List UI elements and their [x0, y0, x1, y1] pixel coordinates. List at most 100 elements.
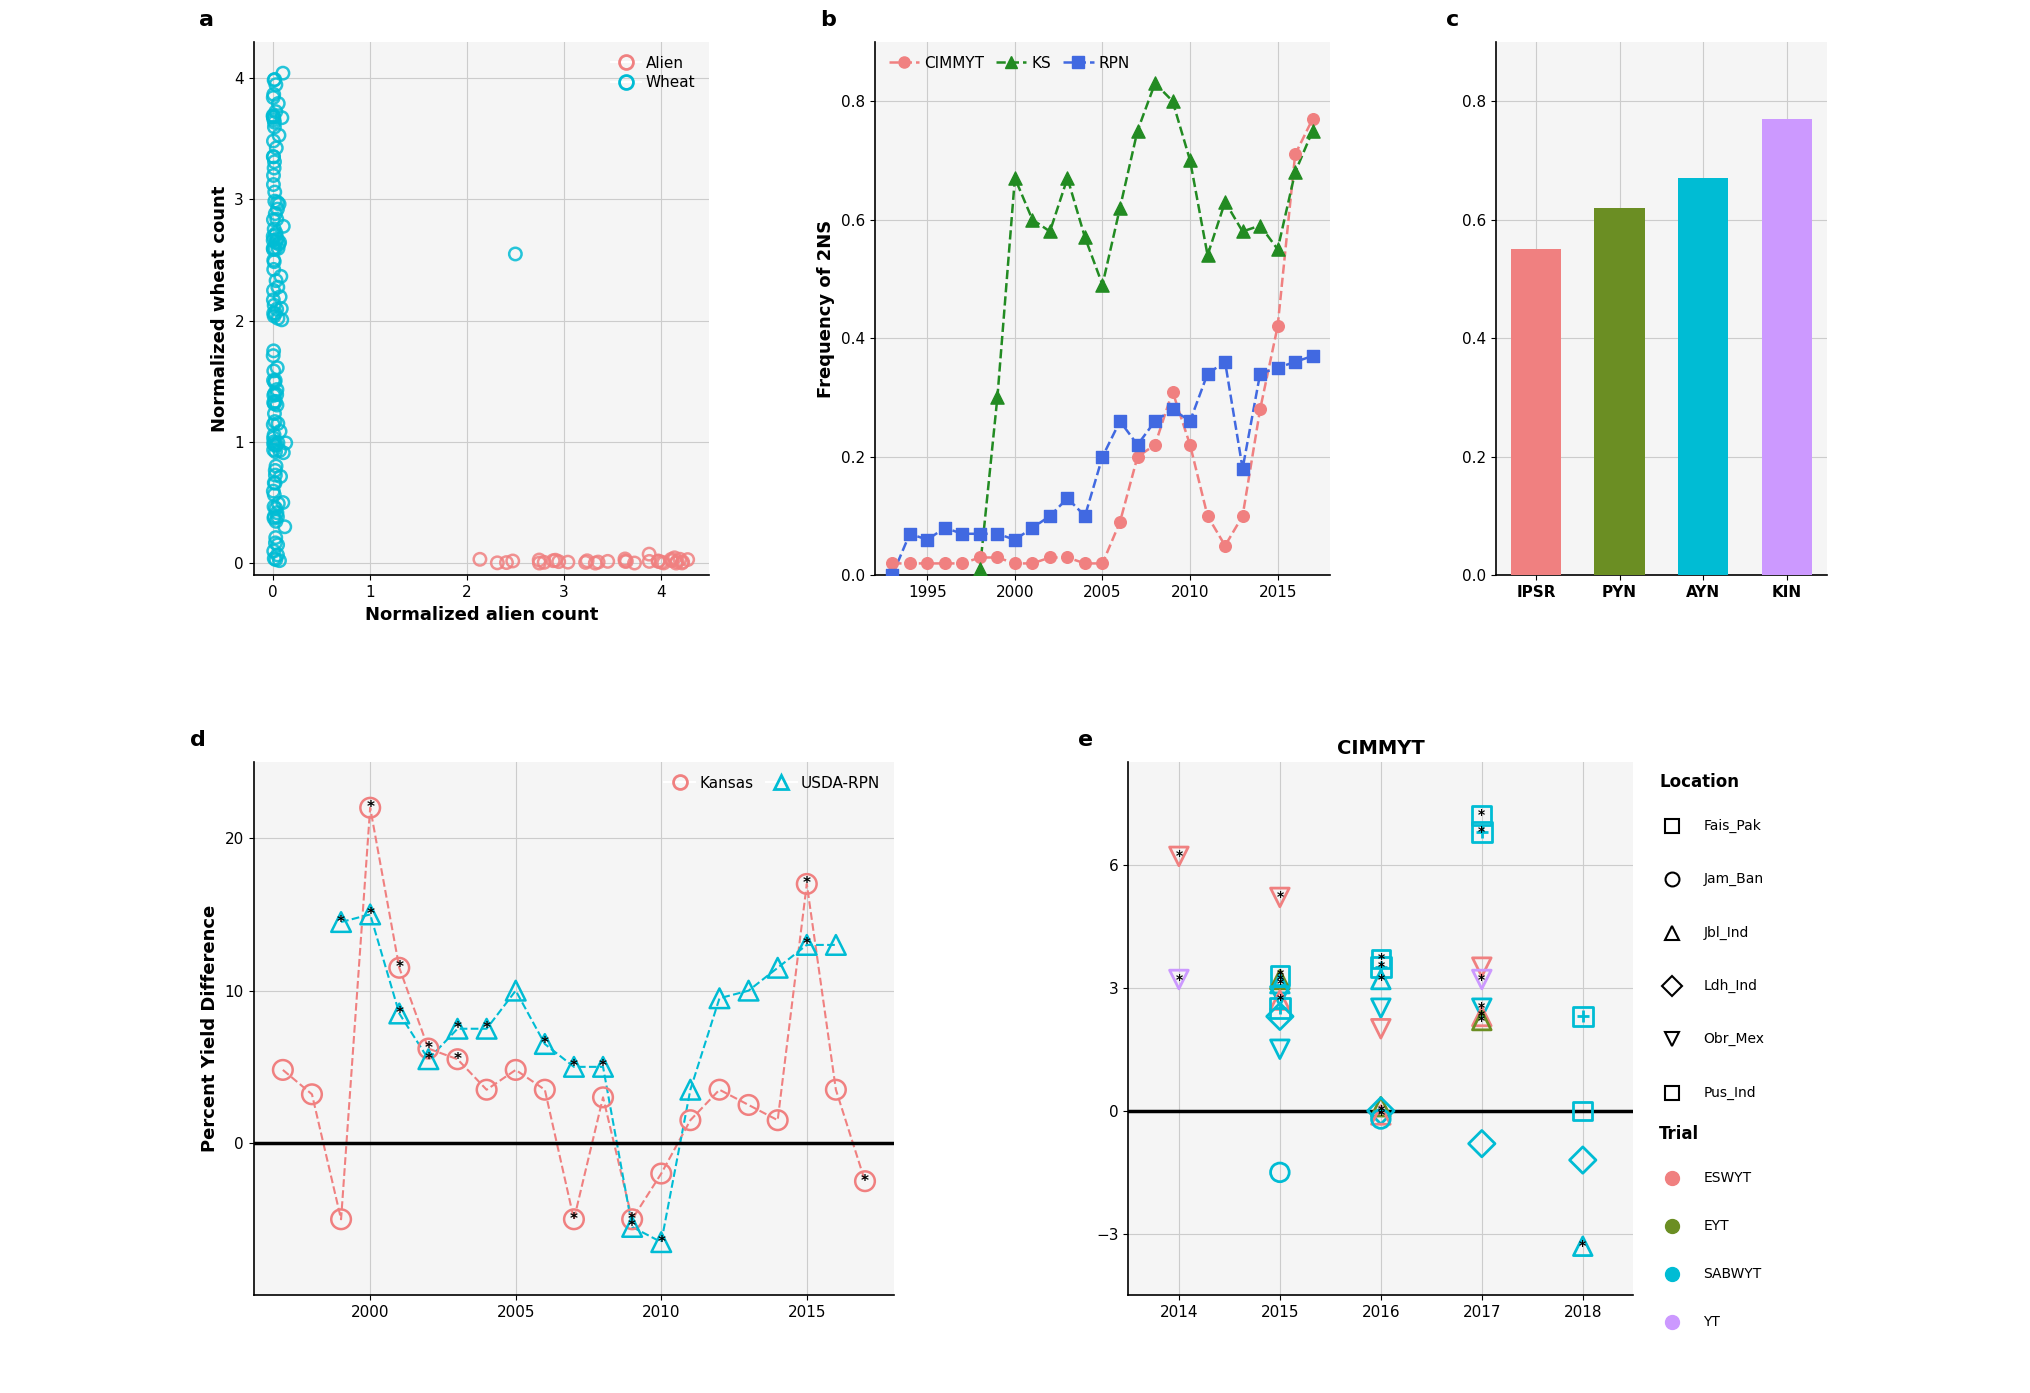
Point — [471, 1018, 503, 1041]
Point — [790, 933, 822, 956]
Point — [260, 501, 292, 524]
Point — [266, 63, 298, 85]
Point — [558, 1056, 591, 1078]
Text: *: * — [1376, 972, 1384, 986]
Y-axis label: Percent Yield Difference: Percent Yield Difference — [201, 905, 219, 1152]
Point — [258, 279, 290, 301]
Point — [258, 68, 290, 91]
Point — [264, 286, 296, 308]
Point — [591, 550, 623, 573]
Point — [258, 116, 290, 138]
Point — [1466, 997, 1498, 1020]
Point — [1163, 968, 1196, 990]
Legend: Alien, Wheat: Alien, Wheat — [605, 49, 702, 96]
Point — [258, 439, 290, 461]
Legend: CIMMYT, KS, RPN: CIMMYT, KS, RPN — [883, 49, 1135, 77]
Text: c: c — [1445, 10, 1460, 29]
Text: *: * — [337, 915, 345, 929]
Point — [1192, 504, 1224, 527]
Point — [258, 84, 290, 106]
Point — [674, 1109, 706, 1131]
Point — [441, 1048, 473, 1070]
Point — [1567, 1006, 1600, 1028]
Point — [264, 465, 296, 488]
Point — [384, 1003, 416, 1025]
Point — [702, 988, 735, 1010]
Point — [260, 464, 292, 486]
Point — [877, 564, 909, 586]
Text: *: * — [453, 1052, 461, 1067]
Point — [583, 550, 615, 573]
Point — [1263, 997, 1295, 1020]
Text: *: * — [396, 960, 404, 975]
Point — [353, 903, 386, 925]
Point — [1173, 410, 1206, 432]
Text: *: * — [570, 1059, 579, 1074]
Point — [258, 106, 290, 128]
Point — [266, 492, 298, 514]
Point — [1263, 886, 1295, 908]
Point — [611, 550, 644, 573]
Point — [266, 106, 298, 128]
Point — [980, 386, 1013, 408]
Point — [615, 1208, 648, 1230]
Point — [641, 550, 674, 573]
Point — [260, 369, 292, 391]
Point — [258, 547, 290, 570]
Text: *: * — [1277, 976, 1283, 990]
Point — [258, 130, 290, 152]
Point — [258, 237, 290, 259]
Point — [980, 546, 1013, 568]
Point — [268, 215, 300, 237]
Point — [1466, 968, 1498, 990]
Text: *: * — [1478, 972, 1486, 986]
Point — [658, 546, 690, 568]
Point — [412, 1038, 445, 1060]
Point — [1244, 215, 1277, 237]
Text: a: a — [199, 10, 213, 29]
Point — [1244, 362, 1277, 384]
Point — [1263, 964, 1295, 986]
Point — [733, 1094, 765, 1116]
Point — [648, 552, 680, 574]
Text: Jam_Ban: Jam_Ban — [1703, 872, 1764, 886]
Point — [1263, 972, 1295, 995]
Point — [266, 309, 298, 332]
Point — [258, 228, 290, 251]
Point — [964, 559, 997, 581]
Point — [1068, 504, 1100, 527]
Point — [258, 483, 290, 506]
Point — [264, 421, 296, 443]
Point — [528, 1078, 560, 1100]
Point — [1192, 362, 1224, 384]
Point — [542, 550, 574, 573]
Point — [258, 181, 290, 203]
Point — [790, 873, 822, 896]
Point — [262, 412, 294, 435]
Text: Pus_Ind: Pus_Ind — [1703, 1085, 1756, 1100]
Point — [524, 552, 556, 574]
Point — [262, 308, 294, 330]
Point — [1261, 315, 1293, 337]
Bar — [1679, 178, 1728, 575]
Point — [258, 106, 290, 128]
Point — [1567, 1099, 1600, 1121]
Point — [260, 549, 292, 571]
Point — [1466, 1006, 1498, 1028]
Text: *: * — [396, 1006, 404, 1021]
Point — [1244, 398, 1277, 421]
Point — [258, 472, 290, 495]
Point — [471, 1078, 503, 1100]
Point — [258, 359, 290, 382]
Point — [258, 173, 290, 195]
Point — [258, 251, 290, 273]
Point — [1279, 351, 1311, 373]
Point — [1173, 149, 1206, 171]
Text: *: * — [802, 876, 810, 892]
Point — [1121, 433, 1153, 456]
Point — [260, 456, 292, 478]
Text: *: * — [424, 1041, 432, 1056]
Point — [260, 383, 292, 405]
Point — [999, 552, 1031, 574]
Text: Fais_Pak: Fais_Pak — [1703, 819, 1762, 833]
